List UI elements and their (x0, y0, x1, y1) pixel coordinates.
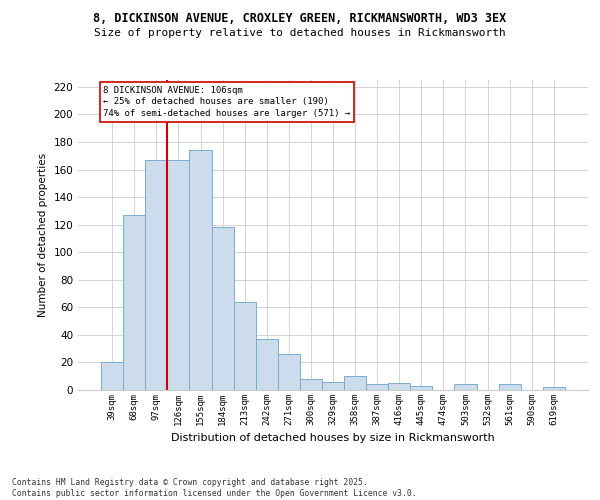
Bar (212, 228, 233, 390)
Bar (410, 386, 433, 390)
Text: Size of property relative to detached houses in Rickmansworth: Size of property relative to detached ho… (94, 28, 506, 38)
Text: 8 DICKINSON AVENUE: 106sqm
← 25% of detached houses are smaller (190)
74% of sem: 8 DICKINSON AVENUE: 106sqm ← 25% of deta… (103, 86, 350, 118)
Text: 8, DICKINSON AVENUE, CROXLEY GREEN, RICKMANSWORTH, WD3 3EX: 8, DICKINSON AVENUE, CROXLEY GREEN, RICK… (94, 12, 506, 26)
Bar (454, 384, 476, 390)
Bar (145, 160, 167, 390)
Bar (322, 382, 344, 390)
Bar (190, 150, 212, 390)
Bar (167, 160, 190, 390)
Bar (499, 384, 521, 390)
Bar (300, 379, 322, 390)
Bar (256, 339, 278, 390)
Bar (366, 384, 388, 390)
X-axis label: Distribution of detached houses by size in Rickmansworth: Distribution of detached houses by size … (171, 434, 495, 444)
Text: Contains HM Land Registry data © Crown copyright and database right 2025.
Contai: Contains HM Land Registry data © Crown c… (12, 478, 416, 498)
Bar (233, 302, 256, 390)
Bar (388, 383, 410, 390)
Y-axis label: Number of detached properties: Number of detached properties (38, 153, 48, 317)
Bar (278, 354, 300, 390)
Bar (344, 376, 366, 390)
Bar (101, 362, 123, 390)
Bar (123, 215, 145, 390)
Bar (543, 387, 565, 390)
